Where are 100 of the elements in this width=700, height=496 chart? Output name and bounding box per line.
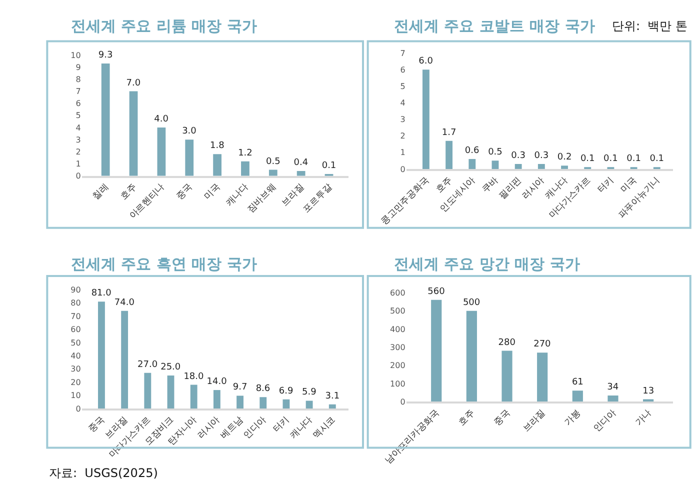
- bar: [213, 390, 220, 409]
- x-tick-label: 칠레: [91, 182, 111, 202]
- data-label: 61: [572, 378, 584, 388]
- y-tick-label: 0: [400, 164, 406, 174]
- x-tick-label: 터키: [272, 415, 292, 435]
- y-tick-label: 6: [400, 65, 406, 74]
- data-label: 1.8: [210, 141, 225, 152]
- bar: [537, 352, 548, 402]
- bar: [213, 154, 222, 176]
- chart-title: 전세계 주요 리튬 매장 국가: [71, 17, 257, 35]
- y-tick-label: 20: [70, 378, 81, 387]
- x-tick-label: 쿠바: [480, 175, 501, 196]
- bar: [268, 170, 278, 176]
- bar: [241, 161, 250, 176]
- bar: [538, 164, 545, 169]
- y-tick-label: 500: [390, 306, 406, 316]
- y-tick-label: 8: [76, 75, 81, 84]
- x-tick-label: 가나: [634, 408, 654, 428]
- y-tick-label: 80: [70, 298, 81, 308]
- x-tick-label: 중국: [492, 408, 512, 428]
- bar: [101, 64, 110, 176]
- bar: [260, 397, 267, 409]
- y-tick-label: 10: [70, 50, 81, 60]
- x-tick-label: 미국: [202, 182, 223, 202]
- y-tick-label: 4: [400, 98, 406, 108]
- chart-title: 전세계 주요 코발트 매장 국가: [394, 17, 595, 35]
- y-tick-label: 70: [70, 312, 81, 321]
- data-label: 0.5: [266, 156, 280, 167]
- bar: [282, 399, 290, 409]
- data-label: 500: [462, 298, 480, 308]
- y-tick-label: 6: [76, 99, 81, 108]
- y-tick-label: 2: [76, 147, 81, 156]
- y-tick-label: 3: [400, 115, 406, 124]
- bar: [306, 400, 313, 409]
- data-label: 34: [607, 382, 619, 392]
- text: 자료: USGS(2025): [49, 466, 158, 480]
- data-label: 74.0: [114, 298, 135, 308]
- data-label: 0.2: [557, 152, 572, 163]
- bar: [572, 390, 583, 402]
- y-tick-label: 0: [400, 397, 406, 406]
- data-label: 0.3: [511, 150, 526, 161]
- x-tick-label: 중국: [86, 415, 107, 435]
- data-label: 9.3: [98, 50, 113, 61]
- y-tick-label: 90: [70, 286, 81, 295]
- y-tick-label: 7: [400, 48, 406, 58]
- data-label: 6.0: [418, 56, 434, 67]
- x-tick-label: 중국: [174, 182, 195, 202]
- data-label: 9.7: [232, 382, 248, 393]
- bar: [492, 160, 499, 169]
- data-label: 0.6: [464, 146, 480, 156]
- y-tick-label: 600: [390, 288, 406, 298]
- y-tick-label: 60: [70, 325, 81, 334]
- data-label: 14.0: [206, 377, 228, 388]
- data-label: 81.0: [91, 288, 112, 299]
- data-label: 1.7: [442, 128, 456, 138]
- bar: [157, 128, 166, 176]
- y-tick-label: 5: [400, 82, 406, 91]
- y-tick-label: 0: [76, 172, 81, 181]
- data-label: 13: [642, 386, 654, 396]
- data-label: 0.1: [604, 154, 618, 164]
- bar: [167, 376, 174, 409]
- y-tick-label: 0: [76, 404, 81, 414]
- bar: [98, 302, 105, 409]
- bar: [431, 300, 442, 402]
- y-tick-label: 50: [70, 338, 81, 348]
- data-label: 3.0: [182, 126, 197, 137]
- bar: [466, 310, 477, 402]
- data-label: 0.3: [534, 150, 549, 161]
- bar: [561, 166, 568, 169]
- x-tick-label: 호주: [457, 408, 477, 428]
- text: 단위: 백만 톤: [612, 19, 688, 33]
- y-tick-label: 10: [70, 391, 81, 400]
- bar: [514, 164, 522, 169]
- data-label: 6.9: [278, 386, 294, 396]
- y-tick-label: 2: [400, 132, 406, 141]
- bar: [446, 140, 453, 169]
- x-tick-label: 터키: [596, 175, 616, 196]
- y-tick-label: 1: [400, 148, 406, 158]
- data-label: 1.2: [238, 148, 252, 158]
- data-label: 0.5: [488, 148, 502, 158]
- data-label: 0.4: [294, 158, 308, 168]
- y-tick-label: 3: [76, 135, 81, 144]
- bar: [296, 170, 306, 176]
- data-label: 27.0: [138, 360, 158, 370]
- y-tick-label: 100: [390, 379, 406, 388]
- data-label: 5.9: [302, 388, 317, 398]
- bar: [328, 404, 336, 409]
- data-label: 0.1: [580, 154, 595, 164]
- y-tick-label: 1: [76, 160, 81, 169]
- chart-title: 전세계 주요 흑연 매장 국가: [71, 255, 257, 273]
- data-label: 8.6: [256, 384, 270, 394]
- data-label: 3.1: [325, 391, 340, 402]
- data-label: 560: [428, 286, 446, 297]
- y-tick-label: 7: [76, 87, 81, 96]
- data-label: 0.1: [322, 161, 336, 172]
- data-label: 0.1: [650, 154, 664, 164]
- y-tick-label: 4: [76, 123, 81, 132]
- bar: [236, 396, 244, 409]
- bar: [190, 384, 198, 409]
- bar: [422, 70, 430, 169]
